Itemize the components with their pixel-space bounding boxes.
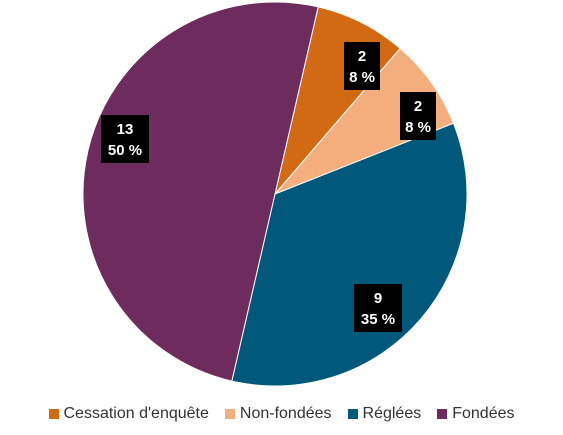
legend-label-non-fondees: Non-fondées	[239, 405, 332, 422]
data-label-non-fondees: 28 %	[400, 92, 436, 140]
legend-label-cessation: Cessation d'enquête	[63, 405, 209, 422]
legend-swatch-non-fondees	[224, 409, 235, 419]
data-label-box	[354, 284, 402, 332]
data-label-value: 13	[117, 121, 134, 138]
legend-swatch-cessation	[48, 409, 59, 419]
data-label-fondees: 13 50 %	[101, 115, 149, 163]
legend-item-reglees: Réglées	[347, 405, 422, 423]
data-label-percent: 8 %	[349, 69, 375, 86]
data-label-percent: 50 %	[108, 142, 142, 159]
pie-slice-reglees	[231, 122, 468, 387]
pie-slices	[82, 1, 468, 387]
data-label-percent: 8 %	[405, 119, 431, 136]
data-label-box	[101, 115, 149, 163]
data-label-reglees: 9 35 %	[354, 284, 402, 332]
data-label-box	[344, 42, 380, 90]
legend-swatch-reglees	[347, 409, 358, 419]
legend-label-fondees: Fondées	[452, 405, 515, 422]
pie-slice-non-fondees	[274, 47, 455, 195]
chart-legend: Cessation d'enquête Non-fondées Réglées …	[0, 405, 563, 423]
legend-item-cessation: Cessation d'enquête	[48, 405, 209, 423]
data-label-value: 9	[374, 290, 382, 307]
data-label-cessation: 28 %	[344, 42, 380, 90]
legend-item-fondees: Fondées	[437, 405, 514, 423]
data-label-percent: 35 %	[361, 311, 395, 328]
legend-swatch-fondees	[437, 409, 448, 419]
data-label-box	[400, 92, 436, 140]
pie-slice-fondees	[82, 1, 319, 382]
legend-label-reglees: Réglées	[362, 405, 422, 422]
data-label-value: 2	[358, 48, 366, 65]
legend-item-non-fondees: Non-fondées	[224, 405, 332, 423]
data-label-value: 2	[414, 98, 422, 115]
